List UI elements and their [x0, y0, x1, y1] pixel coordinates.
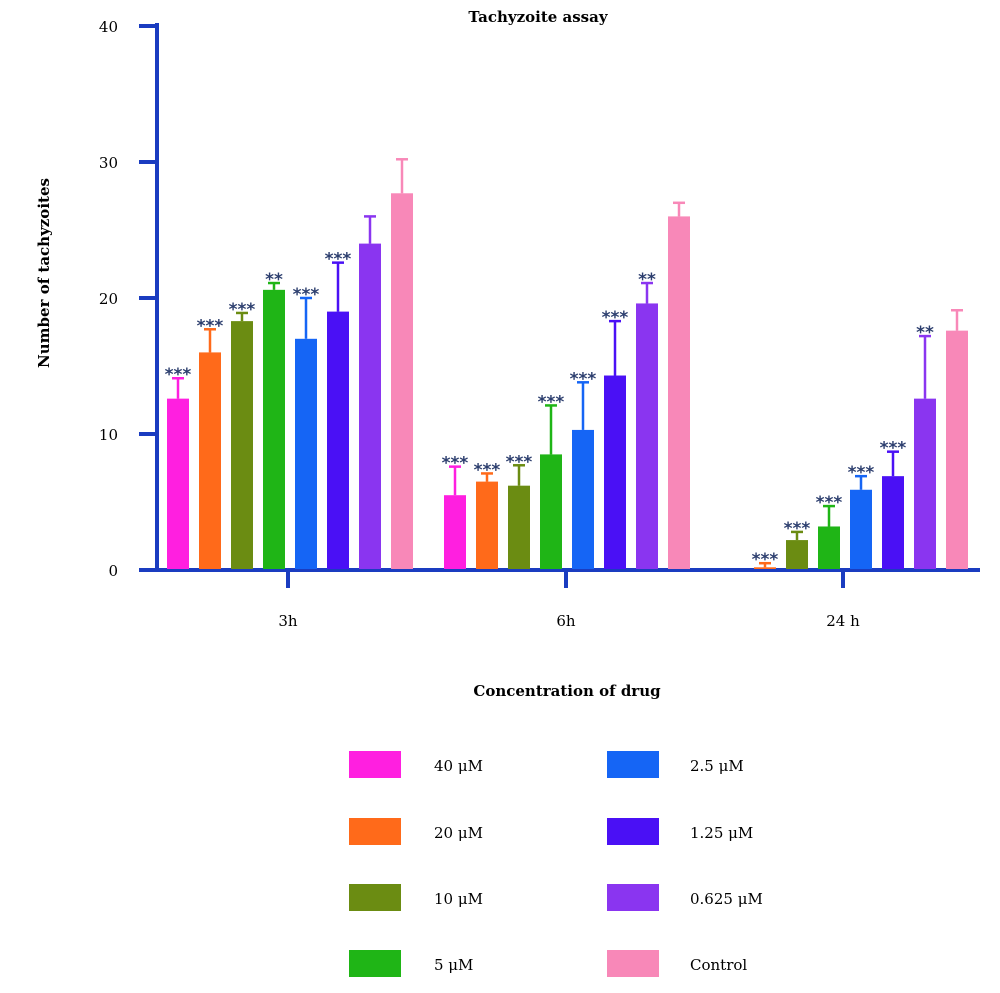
legend-swatch — [607, 751, 659, 778]
legend-label: Control — [690, 956, 747, 974]
significance-label: *** — [752, 550, 779, 570]
significance-label: ** — [265, 270, 283, 290]
bar — [199, 352, 221, 569]
significance-label: *** — [474, 460, 501, 480]
y-tick-label: 0 — [108, 562, 118, 580]
significance-label: *** — [602, 308, 629, 328]
significance-label: *** — [880, 439, 907, 459]
significance-label: *** — [570, 369, 597, 389]
legend-swatch — [607, 884, 659, 911]
legend-label: 1.25 μM — [690, 824, 753, 842]
significance-label: *** — [816, 493, 843, 513]
y-axis-label: Number of tachyzoites — [35, 178, 53, 368]
legend-swatch — [349, 884, 401, 911]
legend-label: 2.5 μM — [690, 757, 744, 775]
legend-label: 20 μM — [434, 824, 483, 842]
legend-label: 0.625 μM — [690, 890, 763, 908]
bar — [231, 321, 253, 569]
bar — [476, 481, 498, 569]
y-tick-label: 30 — [99, 154, 118, 172]
bar — [508, 485, 530, 569]
significance-label: ** — [916, 323, 934, 343]
bar — [391, 193, 413, 569]
y-tick-label: 20 — [99, 290, 118, 308]
bar — [786, 540, 808, 569]
significance-label: *** — [165, 365, 192, 385]
bar — [295, 338, 317, 569]
legend-swatch — [607, 950, 659, 977]
chart-title: Tachyzoite assay — [468, 8, 608, 26]
significance-label: *** — [506, 452, 533, 472]
legend-label: 10 μM — [434, 890, 483, 908]
legend-label: 5 μM — [434, 956, 473, 974]
bar — [668, 216, 690, 569]
y-tick-label: 40 — [99, 18, 118, 36]
x-tick-label: 3h — [278, 612, 298, 630]
legend-swatch — [607, 818, 659, 845]
bar — [636, 303, 658, 569]
significance-label: *** — [538, 392, 565, 412]
x-tick-label: 6h — [556, 612, 576, 630]
legend-swatch — [349, 818, 401, 845]
significance-label: *** — [325, 250, 352, 270]
bar — [572, 429, 594, 569]
bar — [540, 454, 562, 569]
y-tick-label: 10 — [99, 426, 118, 444]
bar — [914, 398, 936, 569]
bar — [444, 495, 466, 569]
significance-label: *** — [848, 463, 875, 483]
bar — [882, 476, 904, 569]
bar — [946, 330, 968, 569]
bar — [327, 311, 349, 569]
bar — [754, 567, 776, 569]
bar — [604, 375, 626, 569]
significance-label: ** — [638, 270, 656, 290]
significance-label: *** — [197, 316, 224, 336]
legend-swatch — [349, 950, 401, 977]
legend-swatch — [349, 751, 401, 778]
significance-label: *** — [293, 285, 320, 305]
bar — [263, 289, 285, 569]
x-tick-label: 24 h — [826, 612, 860, 630]
bar — [818, 526, 840, 569]
bar — [359, 243, 381, 569]
bar — [167, 398, 189, 569]
legend-label: 40 μM — [434, 757, 483, 775]
bar — [850, 489, 872, 569]
significance-label: *** — [442, 454, 469, 474]
x-axis-label: Concentration of drug — [473, 682, 661, 700]
significance-label: *** — [229, 300, 256, 320]
legend: 40 μM 20 μM 10 μM 5 μM 2.5 μM 1.25 μM 0.625 μM… — [349, 751, 763, 977]
significance-label: *** — [784, 519, 811, 539]
